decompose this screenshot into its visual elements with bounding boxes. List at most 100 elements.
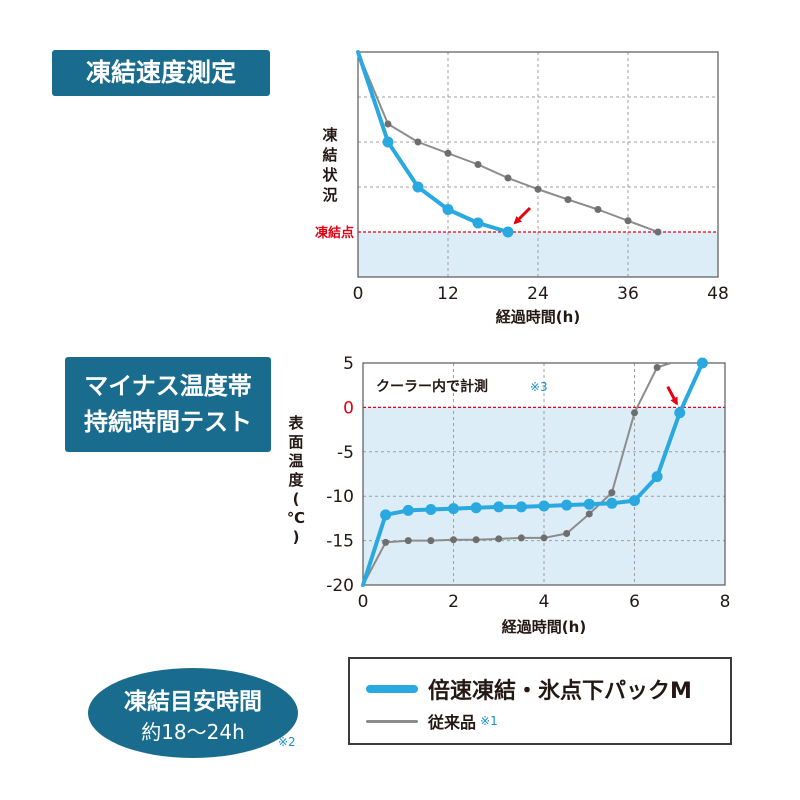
y-axis-label-char: 況 <box>322 186 337 204</box>
data-point-product <box>651 471 663 483</box>
y-axis-label-char: 凍 <box>322 126 338 144</box>
speed-test-tag: 凍結速度測定 <box>52 50 270 96</box>
temperature-duration-chart: クーラー内で計測 ※3 0 2 4 6 8 5 0 -5 -10 -15 -20 経過時間(h) 表面温度(… <box>287 354 731 636</box>
legend-item-conventional: 従来品 ※1 <box>366 709 498 733</box>
x-tick-label: 4 <box>539 592 550 612</box>
data-point-product <box>538 500 550 512</box>
data-point-product <box>696 357 708 369</box>
data-point-product <box>629 495 640 507</box>
data-point-conventional <box>594 206 602 213</box>
annotation-text: クーラー内で計測 <box>376 378 488 395</box>
legend: 倍速凍結・氷点下パックM 従来品 ※1 <box>348 657 732 745</box>
data-point-conventional <box>585 510 593 518</box>
freeze-point-label: 凍結点 <box>315 225 354 241</box>
x-tick-label: 6 <box>629 592 640 612</box>
data-point-product <box>402 504 414 516</box>
duration-test-tag: マイナス温度帯 持続時間テスト <box>65 357 271 452</box>
data-point-product <box>502 226 514 238</box>
speed-test-tag-text: 凍結速度測定 <box>85 58 236 87</box>
x-axis-label: 経過時間(h) <box>502 618 586 636</box>
data-point-conventional <box>534 185 542 193</box>
data-point-conventional <box>382 538 390 546</box>
data-point-conventional <box>450 536 457 544</box>
data-point-conventional <box>495 535 503 543</box>
y-axis-label-char: 結 <box>322 146 337 164</box>
x-tick-label: 8 <box>720 592 731 612</box>
y-tick-label: 0 <box>343 398 354 418</box>
y-tick-label: -15 <box>326 532 354 552</box>
data-point-conventional <box>653 363 661 371</box>
data-point-conventional <box>631 409 638 417</box>
data-point-conventional <box>564 196 572 204</box>
data-point-conventional <box>384 120 392 128</box>
data-point-conventional <box>474 161 482 168</box>
y-axis-label-char: 状 <box>322 166 338 184</box>
y-tick-label: -10 <box>326 487 354 507</box>
y-axis-label-char: 度 <box>288 471 304 489</box>
freeze-time-title: 凍結目安時間 <box>124 689 262 715</box>
x-axis-label: 経過時間(h) <box>496 308 580 326</box>
data-point-product <box>606 497 618 509</box>
x-tick-label: 12 <box>437 284 459 304</box>
data-point-product <box>442 204 454 215</box>
x-tick-label: 2 <box>448 592 459 612</box>
legend-label-product: 倍速凍結・氷点下パックM <box>428 679 692 704</box>
data-point-conventional <box>427 537 435 545</box>
freeze-time-badge: 凍結目安時間 約18〜24h <box>88 668 298 758</box>
y-tick-label: -5 <box>337 443 354 463</box>
data-point-conventional <box>624 217 632 225</box>
annotation-note: ※3 <box>530 380 548 394</box>
data-point-product <box>674 407 686 419</box>
data-point-conventional <box>472 536 480 544</box>
zero-cross-arrow <box>666 386 679 406</box>
series-line-product <box>361 361 705 587</box>
x-tick-label: 36 <box>617 284 639 304</box>
duration-test-tag-line2: 持続時間テスト <box>84 408 252 436</box>
data-point-product <box>515 501 527 513</box>
data-point-product <box>412 181 424 193</box>
legend-swatch-conventional <box>366 719 418 723</box>
y-axis-label-char: ( <box>293 490 300 508</box>
data-point-product <box>448 503 459 515</box>
data-point-conventional <box>608 489 616 497</box>
plot-frame <box>357 51 719 278</box>
data-point-conventional <box>540 534 548 542</box>
data-point-product <box>583 498 595 510</box>
freeze-time-value: 約18〜24h <box>141 720 245 744</box>
data-point-conventional <box>654 228 662 236</box>
data-point-product <box>380 509 392 521</box>
y-tick-label: -20 <box>326 576 354 596</box>
data-point-conventional <box>414 138 422 146</box>
legend-item-product: 倍速凍結・氷点下パックM <box>366 673 692 705</box>
x-tick-label: 0 <box>353 284 364 304</box>
y-axis-label-char: 表 <box>288 414 304 432</box>
x-tick-label: 24 <box>527 284 549 304</box>
data-point-conventional <box>404 537 412 545</box>
legend-label-conventional: 従来品 <box>428 713 477 732</box>
data-point-product <box>382 136 394 148</box>
x-tick-label: 0 <box>358 592 369 612</box>
y-tick-label: 5 <box>343 354 354 374</box>
freeze-time-note: ※2 <box>278 735 296 749</box>
data-point-conventional <box>517 534 525 542</box>
data-point-conventional <box>504 174 512 182</box>
x-tick-label: 48 <box>707 284 729 304</box>
plot-frame <box>362 362 726 586</box>
data-point-product <box>425 504 437 516</box>
y-axis-label-char: ℃ <box>287 509 305 527</box>
data-point-product <box>561 499 573 511</box>
y-axis-label-char: ) <box>293 528 300 546</box>
data-point-conventional <box>563 529 571 537</box>
y-axis-label-char: 温 <box>288 452 303 470</box>
duration-test-tag-line1: マイナス温度帯 <box>84 372 252 400</box>
data-point-product <box>472 217 484 229</box>
data-point-product <box>493 501 505 513</box>
freeze-arrow <box>513 206 532 225</box>
data-point-conventional <box>444 149 452 157</box>
legend-swatch-product <box>366 685 418 693</box>
legend-note-conventional: ※1 <box>480 714 498 728</box>
